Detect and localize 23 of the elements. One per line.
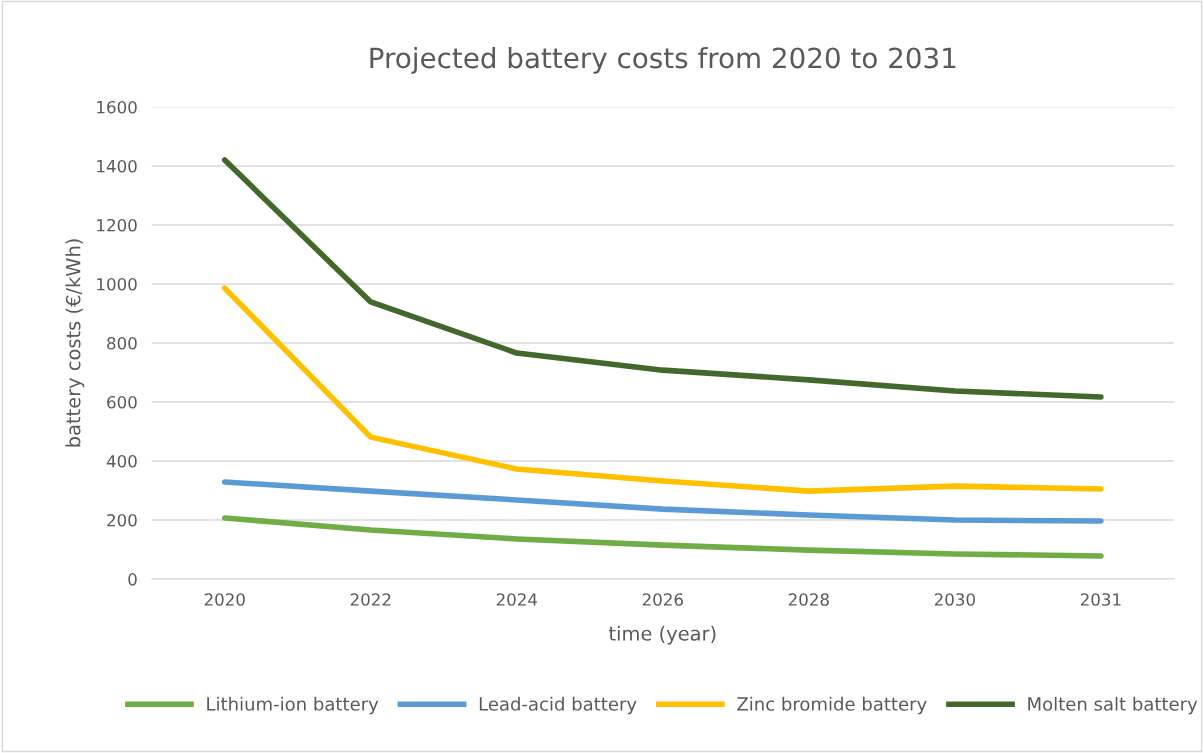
legend-label: Zinc bromide battery	[737, 696, 927, 715]
x-axis-title: time (year)	[608, 625, 716, 645]
y-tick-label: 200	[107, 514, 137, 527]
legend-label: Lithium-ion battery	[207, 696, 379, 715]
x-tick-label: 2022	[350, 593, 391, 606]
chart-title: Projected battery costs from 2020 to 2031	[370, 46, 956, 74]
y-tick-label: 400	[106, 454, 137, 468]
y-tick-label: 800	[107, 336, 137, 350]
legend-label: Lead-acid battery	[479, 696, 637, 715]
legend-label: Molten salt battery	[1028, 696, 1198, 715]
y-tick-label: 1600	[97, 100, 137, 114]
x-tick-label: 2020	[204, 593, 245, 606]
y-tick-label: 600	[107, 395, 137, 409]
x-tick-label: 2030	[934, 593, 975, 606]
x-tick-label: 2026	[642, 593, 683, 606]
x-tick-label: 2031	[1080, 593, 1121, 606]
y-axis-title: battery costs (€/kWh)	[65, 239, 85, 447]
y-tick-label: 1000	[97, 277, 137, 291]
y-tick-label: 0	[128, 573, 137, 586]
y-tick-label: 1200	[97, 218, 137, 232]
x-tick-label: 2028	[788, 593, 829, 606]
x-tick-label: 2024	[496, 593, 538, 606]
y-tick-label: 1400	[97, 159, 137, 173]
